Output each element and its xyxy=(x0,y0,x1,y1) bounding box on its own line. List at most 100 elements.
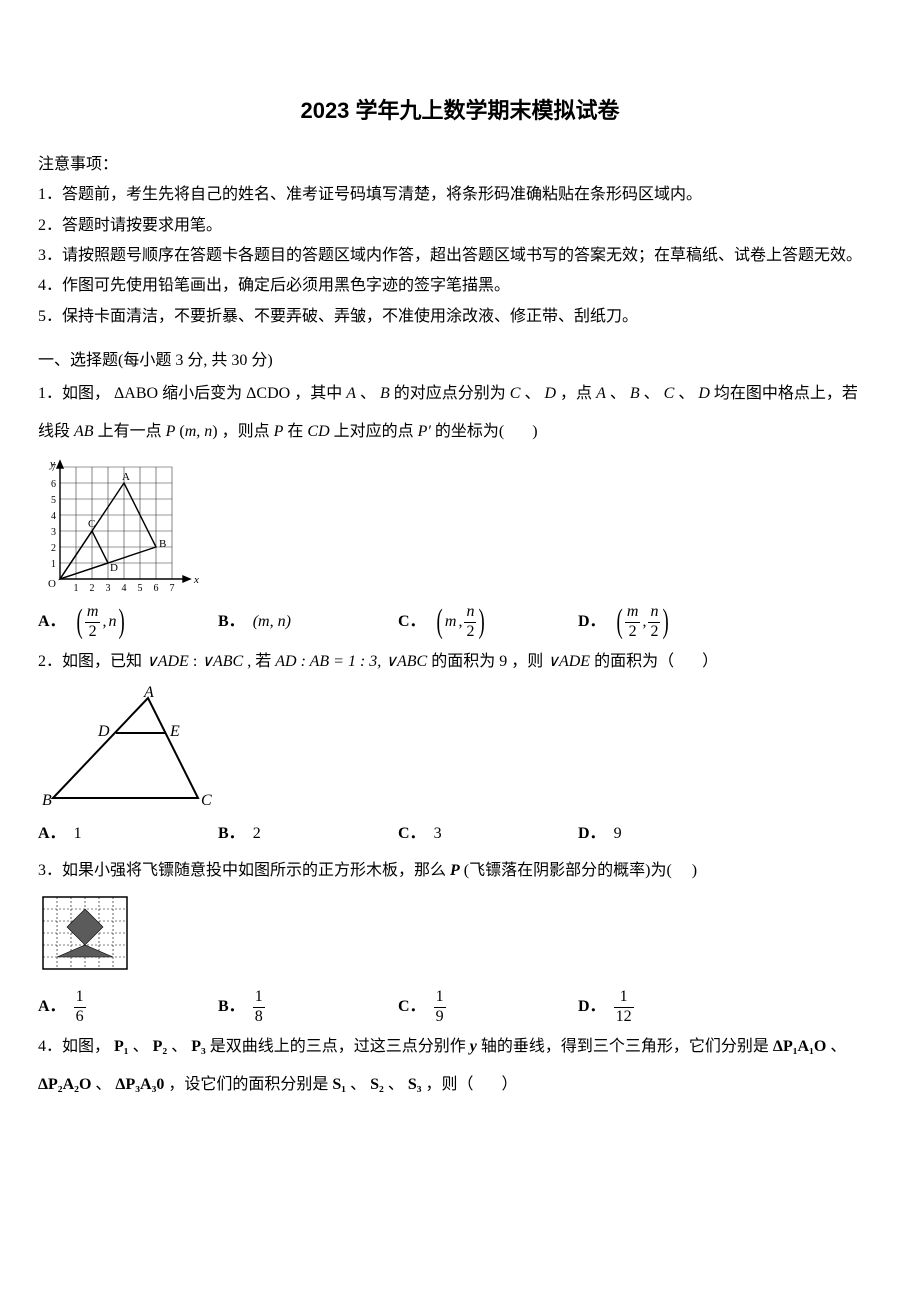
q1-grid-svg: A B C D O x y 1234567 1234567 xyxy=(38,457,208,597)
q3-options: A． 16 B． 18 C． 19 D． 112 xyxy=(38,988,882,1026)
q2-pre: 2．如图，已知 xyxy=(38,653,142,670)
q4-sep4: 、 xyxy=(95,1076,111,1093)
page-title: 2023 学年九上数学期末模拟试卷 xyxy=(38,90,882,132)
q2-nine: 9 xyxy=(499,653,507,670)
question-3: 3．如果小强将飞镖随意投中如图所示的正方形木板，那么 P (飞镖落在阴影部分的概… xyxy=(38,856,882,886)
q4-p1: P₁ xyxy=(114,1038,129,1055)
opt-c-label: C． xyxy=(398,607,426,637)
q1-grid-label-c: C xyxy=(88,518,95,530)
q4-sep5: 、 xyxy=(350,1076,366,1093)
q1-text-mid5: 、 xyxy=(524,385,540,402)
q1-close-paren: ) xyxy=(212,423,217,440)
svg-text:4: 4 xyxy=(122,583,127,594)
q1-text-mid3: 、 xyxy=(360,385,376,402)
q1-grid-label-d: D xyxy=(110,562,118,574)
q1-sym-cdo: ΔCDO xyxy=(246,385,290,402)
q2-sym2b: ∨ABC xyxy=(385,653,427,670)
svg-text:7: 7 xyxy=(51,463,56,474)
q1-sym-d2: D xyxy=(698,385,710,402)
q1-sym-c2: C xyxy=(664,385,675,402)
q3-p: P xyxy=(450,862,460,879)
q1-sym-c: C xyxy=(510,385,521,402)
q1-options: A． ( m2 , n ) B． (m, n) C． ( m , xyxy=(38,603,882,641)
q4-t1: ΔP₁A₁O xyxy=(773,1038,826,1055)
question-1-line2: 线段 AB 上有一点 P (m, n) ，则点 P 在 CD 上对应的点 P′ … xyxy=(38,417,882,447)
q2-tri-d: D xyxy=(97,723,110,740)
q1-text-mid9: 、 xyxy=(678,385,694,402)
q1-text-mid6: ，点 xyxy=(560,385,596,402)
q4-mid4: ，则（ xyxy=(426,1076,474,1093)
q4-p3: P₃ xyxy=(191,1038,206,1055)
q1-option-a: A． ( m2 , n ) xyxy=(38,603,218,641)
q1-sym-a2: A xyxy=(596,385,606,402)
q1-l2d: 在 xyxy=(287,423,307,440)
q1-figure: A B C D O x y 1234567 1234567 xyxy=(38,457,882,597)
q1-text-mid7: 、 xyxy=(610,385,626,402)
q1-grid-label-o: O xyxy=(48,578,56,590)
q4-mid2: 轴的垂线，得到三个三角形，它们分别是 xyxy=(481,1038,769,1055)
q4-mid5: ） xyxy=(502,1076,518,1093)
q1-l2a: 线段 xyxy=(38,423,74,440)
svg-text:6: 6 xyxy=(154,583,159,594)
page: 2023 学年九上数学期末模拟试卷 注意事项： 1．答题前，考生先将自己的姓名、… xyxy=(0,0,920,1302)
q1-sym-abo: ΔABO xyxy=(114,385,158,402)
q1-l2b: 上有一点 xyxy=(98,423,166,440)
q3-pre: 3．如果小强将飞镖随意投中如图所示的正方形木板，那么 xyxy=(38,862,450,879)
q2-sym1: ∨ADE xyxy=(146,653,189,670)
q2-mid4: 的面积为（ xyxy=(594,653,674,670)
notice-4: 4．作图可先使用铅笔画出，确定后必须用黑色字迹的签字笔描黑。 xyxy=(38,271,882,301)
svg-text:1: 1 xyxy=(74,583,79,594)
q4-mid3: ，设它们的面积分别是 xyxy=(168,1076,332,1093)
q1-sym-b: B xyxy=(380,385,390,402)
svg-text:2: 2 xyxy=(90,583,95,594)
q4-s2: S₂ xyxy=(370,1076,384,1093)
q1-sym-mn: m, n xyxy=(185,423,213,440)
q2-triangle-svg: A B C D E xyxy=(38,683,218,813)
q4-s1: S₁ xyxy=(332,1076,346,1093)
q1-text-pre: 1．如图， xyxy=(38,385,110,402)
q2-mid3: ，则 xyxy=(511,653,547,670)
q2-options: A．1 B．2 C．3 D．9 xyxy=(38,819,882,849)
q3-post: (飞镖落在阴影部分的概率)为( xyxy=(464,862,672,879)
q3-option-a: A． 16 xyxy=(38,988,218,1026)
notice-1: 1．答题前，考生先将自己的姓名、准考证号码填写清楚，将条形码准确粘贴在条形码区域… xyxy=(38,180,882,210)
q1-sym-cd: CD xyxy=(307,423,329,440)
svg-text:7: 7 xyxy=(170,583,175,594)
q2-mid5: ） xyxy=(702,653,718,670)
q4-sep6: 、 xyxy=(388,1076,404,1093)
q2-tri-b: B xyxy=(42,792,52,809)
svg-text:6: 6 xyxy=(51,479,56,490)
question-4: 4．如图， P₁ 、 P₂ 、 P₃ 是双曲线上的三点，过这三点分别作 y 轴的… xyxy=(38,1032,882,1062)
q4-pre: 4．如图， xyxy=(38,1038,110,1055)
q4-t3: ΔP₃A₃0 xyxy=(115,1076,164,1093)
opt-d-label: D． xyxy=(578,607,606,637)
q3-option-c: C． 19 xyxy=(398,988,578,1026)
q2-tri-a: A xyxy=(143,684,154,701)
notice-3: 3．请按照题号顺序在答题卡各题目的答题区域内作答，超出答题区域书写的答案无效；在… xyxy=(38,241,882,271)
q2-tri-c: C xyxy=(201,792,212,809)
q1-opt-b-val: (m, n) xyxy=(253,607,291,637)
svg-text:3: 3 xyxy=(51,527,56,538)
q3-end: ) xyxy=(692,862,697,879)
q1-grid-label-a: A xyxy=(122,471,130,483)
q1-option-b: B． (m, n) xyxy=(218,607,398,637)
q1-grid-label-x: x xyxy=(193,574,199,586)
q3-figure xyxy=(38,892,882,982)
q2-figure: A B C D E xyxy=(38,683,882,813)
q1-l2g: ) xyxy=(532,423,537,440)
q4-mid1: 是双曲线上的三点，过这三点分别作 xyxy=(210,1038,470,1055)
q1-l2f: 的坐标为( xyxy=(435,423,504,440)
q2-ratio: AD : AB = 1 : 3, xyxy=(275,653,381,670)
q4-sep2: 、 xyxy=(171,1038,187,1055)
q4-sep3: 、 xyxy=(830,1038,846,1055)
q1-text-mid10: 均在图中格点上，若 xyxy=(714,385,858,402)
opt-a-label: A． xyxy=(38,607,66,637)
q1-l2c: ，则点 xyxy=(222,423,274,440)
question-1: 1．如图， ΔABO 缩小后变为 ΔCDO ，其中 A 、 B 的对应点分别为 … xyxy=(38,379,882,409)
q2-sym2: ∨ABC xyxy=(201,653,243,670)
svg-text:4: 4 xyxy=(51,511,56,522)
q1-l2e: 上对应的点 xyxy=(334,423,418,440)
q3-option-d: D． 112 xyxy=(578,988,758,1026)
q1-text-mid1: 缩小后变为 xyxy=(162,385,246,402)
section-1-heading: 一、选择题(每小题 3 分, 共 30 分) xyxy=(38,346,882,376)
